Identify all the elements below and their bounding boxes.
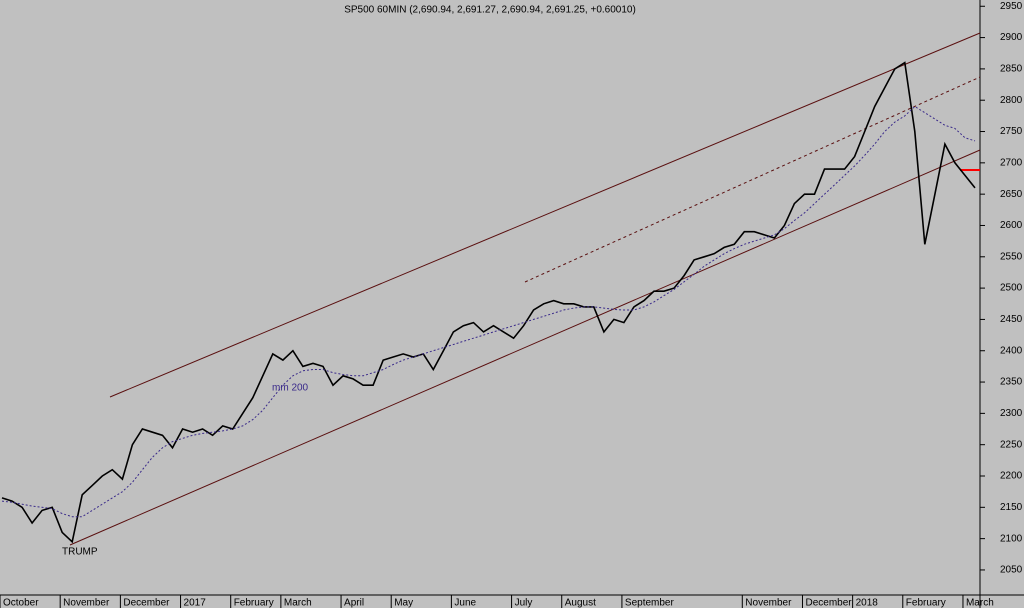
x-tick-label: March bbox=[966, 598, 994, 608]
x-tick-label: August bbox=[565, 598, 596, 608]
series-label: mm 200 bbox=[272, 383, 309, 394]
x-tick-label: May bbox=[394, 598, 413, 608]
y-tick-label: 2800 bbox=[1000, 95, 1023, 106]
annotation: TRUMP bbox=[62, 547, 98, 558]
y-tick-label: 2100 bbox=[1000, 533, 1023, 544]
y-tick-label: 2400 bbox=[1000, 345, 1023, 356]
x-tick-label: February bbox=[234, 598, 274, 608]
y-tick-label: 2650 bbox=[1000, 189, 1023, 200]
channel-mid bbox=[524, 76, 981, 283]
x-tick-label: 2017 bbox=[184, 598, 207, 608]
y-tick-label: 2050 bbox=[1000, 565, 1023, 576]
y-tick-label: 2900 bbox=[1000, 32, 1023, 43]
y-tick-label: 2950 bbox=[1000, 1, 1023, 12]
channel-upper bbox=[109, 32, 981, 398]
y-tick-label: 2850 bbox=[1000, 64, 1023, 75]
x-tick-label: December bbox=[123, 598, 170, 608]
series-line bbox=[1, 61, 976, 544]
channel-lower bbox=[69, 149, 981, 546]
y-tick-label: 2150 bbox=[1000, 502, 1023, 513]
y-tick-label: 2500 bbox=[1000, 283, 1023, 294]
y-tick-label: 2250 bbox=[1000, 439, 1023, 450]
x-tick-label: March bbox=[284, 598, 312, 608]
x-tick-label: October bbox=[3, 598, 39, 608]
y-tick-label: 2600 bbox=[1000, 220, 1023, 231]
x-tick-label: September bbox=[625, 598, 675, 608]
x-tick-label: July bbox=[515, 598, 533, 608]
y-tick-label: 2350 bbox=[1000, 377, 1023, 388]
x-tick-label: June bbox=[454, 598, 476, 608]
x-tick-label: 2018 bbox=[856, 598, 879, 608]
y-tick-label: 2450 bbox=[1000, 314, 1023, 325]
series-line bbox=[1, 105, 976, 518]
y-tick-label: 2750 bbox=[1000, 126, 1023, 137]
x-tick-label: November bbox=[63, 598, 110, 608]
y-tick-label: 2700 bbox=[1000, 157, 1023, 168]
x-tick-label: February bbox=[906, 598, 946, 608]
y-tick-label: 2300 bbox=[1000, 408, 1023, 419]
y-tick-label: 2200 bbox=[1000, 471, 1023, 482]
x-tick-label: April bbox=[344, 598, 364, 608]
y-tick-label: 2550 bbox=[1000, 251, 1023, 262]
x-tick-label: November bbox=[745, 598, 792, 608]
chart-title: SP500 60MIN (2,690.94, 2,691.27, 2,690.9… bbox=[344, 5, 636, 16]
x-tick-label: December bbox=[805, 598, 852, 608]
